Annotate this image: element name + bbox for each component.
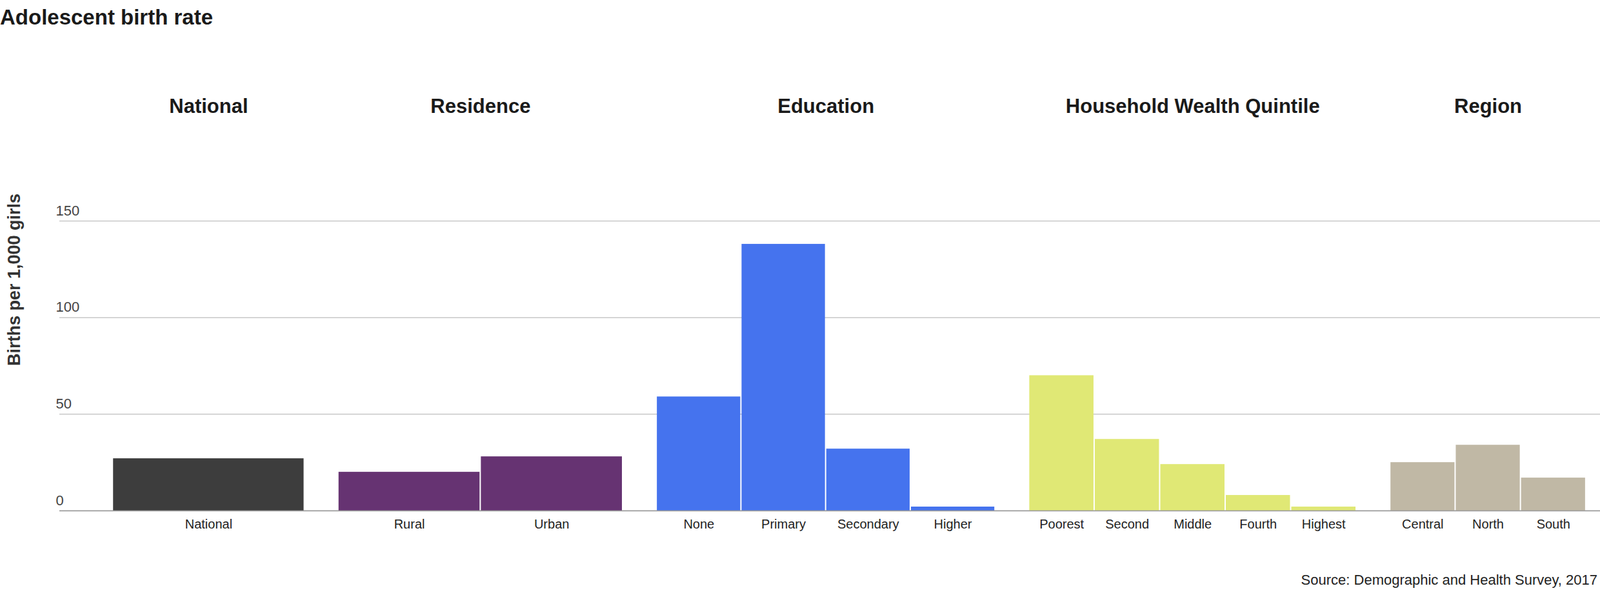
- svg-text:Region: Region: [1454, 94, 1522, 118]
- svg-text:Education: Education: [777, 94, 875, 118]
- svg-text:National: National: [169, 94, 248, 118]
- svg-text:Secondary: Secondary: [837, 516, 900, 531]
- svg-text:Urban: Urban: [534, 516, 570, 531]
- svg-text:Highest: Highest: [1301, 516, 1346, 531]
- svg-text:None: None: [683, 516, 715, 531]
- svg-text:Higher: Higher: [934, 516, 973, 531]
- html-text:Adolescent birth rate: Adolescent birth rate: [0, 5, 213, 30]
- svg-text:Central: Central: [1401, 516, 1444, 531]
- svg-text:Births per 1,000 girls: Births per 1,000 girls: [4, 193, 24, 366]
- html-text:Source: Demographic and Health: Source: Demographic and Health Survey, 2…: [1301, 571, 1598, 588]
- svg-text:150: 150: [56, 202, 80, 219]
- svg-text:Residence: Residence: [430, 94, 531, 118]
- svg-text:Fourth: Fourth: [1239, 516, 1277, 531]
- svg-text:National: National: [185, 516, 233, 531]
- svg-text:Middle: Middle: [1173, 516, 1212, 531]
- svg-text:Primary: Primary: [761, 516, 806, 531]
- svg-text:100: 100: [56, 298, 80, 315]
- svg-text:50: 50: [56, 395, 72, 412]
- svg-text:Household Wealth Quintile: Household Wealth Quintile: [1065, 94, 1320, 118]
- svg-text:0: 0: [56, 492, 64, 509]
- svg-text:North: North: [1472, 516, 1504, 531]
- svg-text:Poorest: Poorest: [1039, 516, 1084, 531]
- svg-text:South: South: [1536, 516, 1571, 531]
- svg-text:Second: Second: [1105, 516, 1150, 531]
- svg-text:Rural: Rural: [394, 516, 426, 531]
